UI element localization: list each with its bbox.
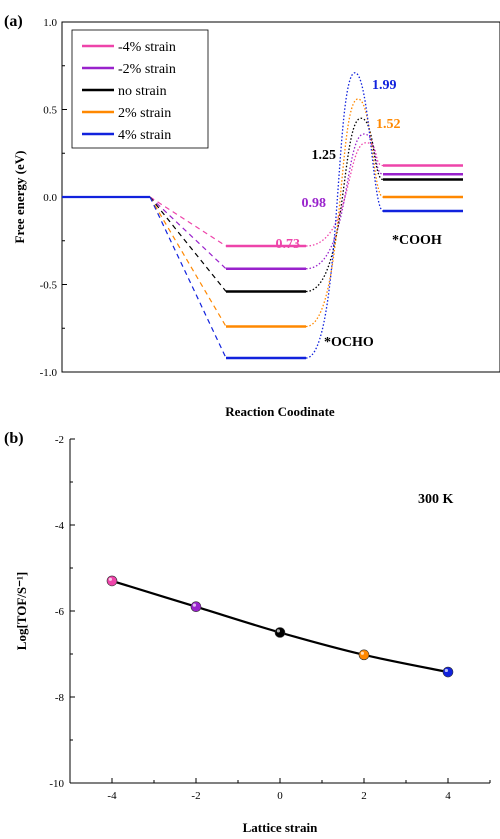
ts-curve-p2 (305, 98, 384, 328)
tof-data-points (106, 575, 454, 678)
panel-a-x-axis-label: Reaction Coodinate (225, 404, 335, 419)
connector-m2 (149, 196, 227, 270)
panel-a-energy-levels (62, 164, 463, 360)
legend-label-m2: -2% strain (118, 62, 176, 77)
panel-b-y-axis-label: Log[TOF/S⁻¹] (14, 572, 29, 650)
panel-a-barrier-labels: 0.73 0.98 1.25 1.52 1.99 (276, 78, 401, 252)
y-tick-label: -0.5 (40, 280, 58, 292)
ts-curve-n0 (305, 117, 384, 293)
barrier-label-p4: 1.99 (372, 78, 397, 93)
panel-b-axes (69, 439, 490, 784)
data-point-p2 (358, 649, 370, 661)
data-point-highlight (276, 629, 280, 633)
data-point-n0 (274, 627, 286, 638)
panel-a: (a) -1.0 -0.5 0.0 0.5 1.0 0.73 0.98 1.25 1.52 1.… (4, 13, 500, 419)
panel-b-x-axis-label: Lattice strain (243, 820, 319, 835)
legend-label-n0: no strain (118, 84, 167, 99)
y-tick-label: -1.0 (40, 367, 58, 379)
data-point-m4 (106, 575, 118, 587)
panel-b-label: (b) (4, 430, 24, 447)
y-tick-label: 0.5 (43, 105, 57, 117)
legend-label-m4: -4% strain (118, 40, 176, 55)
data-point-highlight (360, 651, 364, 655)
temperature-annotation: 300 K (418, 492, 454, 507)
legend-label-p2: 2% strain (118, 106, 171, 121)
panel-b-ticks: -10 -8 -6 -4 -2 -4 -2 0 2 4 (49, 434, 491, 802)
panel-b: (b) -10 -8 -6 -4 -2 -4 -2 0 2 4 300 K Log[TOF/S⁻¹… (4, 430, 491, 835)
barrier-label-m2: 0.98 (302, 196, 327, 211)
connector-p2 (149, 196, 227, 327)
ocho-state-label: *OCHO (324, 335, 374, 350)
barrier-label-n0: 1.25 (312, 148, 337, 163)
panel-a-y-ticks: -1.0 -0.5 0.0 0.5 1.0 (40, 17, 67, 379)
data-point-highlight (108, 577, 112, 581)
connector-m4 (149, 196, 227, 247)
x-tick-label: 0 (277, 790, 283, 802)
barrier-label-p2: 1.52 (376, 117, 401, 132)
y-tick-label: 0.0 (43, 192, 57, 204)
panel-a-legend: -4% strain -2% strain no strain 2% strain 4%… (71, 29, 209, 149)
data-point-highlight (444, 668, 448, 673)
y-tick-label: -6 (55, 606, 65, 618)
data-point-p4 (442, 666, 454, 678)
x-tick-label: 4 (445, 790, 451, 802)
y-tick-label: -8 (55, 692, 65, 704)
x-tick-label: -2 (191, 790, 200, 802)
x-tick-label: -4 (107, 790, 117, 802)
connector-n0 (149, 196, 227, 292)
legend-label-p4: 4% strain (118, 128, 171, 143)
y-tick-label: -4 (55, 520, 65, 532)
y-tick-label: -2 (55, 434, 64, 446)
tof-fit-curve (111, 579, 449, 674)
cooh-state-label: *COOH (392, 233, 442, 248)
connector-p4 (149, 196, 227, 359)
y-tick-label: -10 (49, 778, 64, 790)
panel-a-y-axis-label: Free energy (eV) (12, 151, 27, 244)
panel-a-energy-paths (149, 72, 384, 359)
ts-curve-p4 (305, 72, 384, 359)
data-point-highlight (192, 603, 196, 607)
ts-curve-m2 (305, 133, 384, 270)
y-tick-label: 1.0 (43, 17, 57, 29)
data-point-m2 (190, 601, 202, 613)
x-tick-label: 2 (361, 790, 367, 802)
panel-a-label: (a) (4, 13, 23, 30)
barrier-label-m4: 0.73 (276, 237, 301, 252)
